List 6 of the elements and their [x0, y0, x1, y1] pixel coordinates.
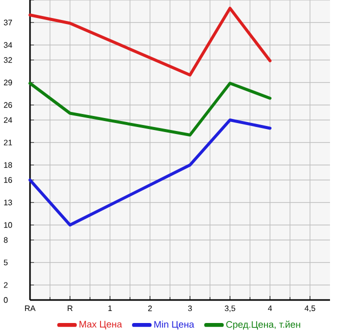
line-series — [28, 6, 272, 76]
line-series — [28, 118, 272, 226]
line-series — [28, 82, 272, 136]
legend-label: Min Цена — [154, 320, 194, 330]
legend-label: Max Цена — [80, 320, 122, 330]
legend-label: Сред.Цена, т.йен — [226, 320, 300, 330]
